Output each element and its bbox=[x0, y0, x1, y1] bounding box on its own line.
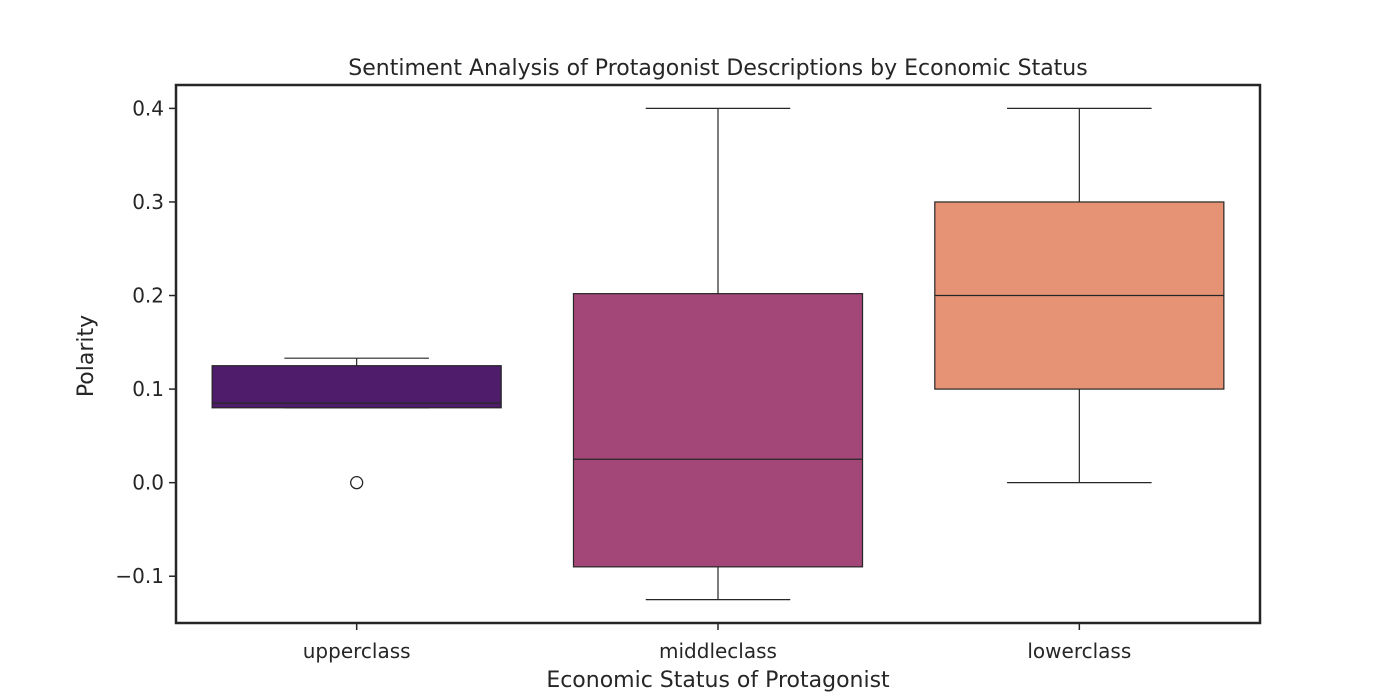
y-tick-label: 0.3 bbox=[132, 190, 164, 214]
x-tick-label: middleclass bbox=[659, 639, 777, 663]
x-axis: upperclass middleclass lowerclass bbox=[303, 623, 1131, 663]
y-axis-label: Polarity bbox=[74, 315, 99, 397]
box-lowerclass bbox=[934, 107, 1225, 484]
x-axis-label: Economic Status of Protagonist bbox=[546, 668, 890, 693]
x-tick-label: lowerclass bbox=[1027, 639, 1131, 663]
chart-title: Sentiment Analysis of Protagonist Descri… bbox=[348, 56, 1087, 81]
box-body bbox=[572, 293, 864, 568]
y-tick-label: 0.1 bbox=[132, 377, 164, 401]
box-middleclass bbox=[572, 107, 864, 601]
outlier-point bbox=[350, 476, 364, 490]
y-tick-label: 0.4 bbox=[132, 96, 164, 120]
plot-area bbox=[211, 107, 1225, 601]
box-upperclass bbox=[211, 357, 502, 490]
y-tick-label: −0.1 bbox=[115, 564, 164, 588]
y-tick-label: 0.0 bbox=[132, 471, 164, 495]
y-tick-label: 0.2 bbox=[132, 284, 164, 308]
y-axis: −0.1 0.0 0.1 0.2 0.3 0.4 bbox=[115, 96, 176, 588]
box-body bbox=[211, 365, 502, 409]
x-tick-label: upperclass bbox=[303, 639, 411, 663]
